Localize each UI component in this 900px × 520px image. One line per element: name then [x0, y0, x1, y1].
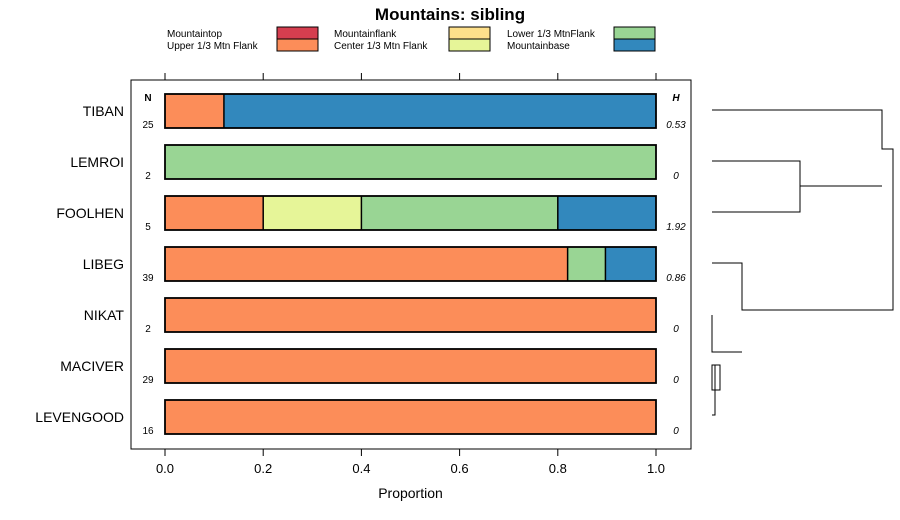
bar-segment-libeg-mountainbase: [605, 247, 656, 281]
dendrogram: [711, 109, 894, 416]
category-label-nikat: NIKAT: [84, 307, 125, 323]
h-value-tiban: 0.53: [666, 120, 686, 131]
n-value-levengood: 16: [142, 426, 154, 437]
legend-swatch-lower-1-3-mtnflank: [613, 26, 656, 40]
h-value-libeg: 0.86: [666, 273, 686, 284]
bar-outline-levengood: [164, 399, 657, 435]
bar-segment-nikat-upper-1-3-mtn-flank: [165, 298, 656, 332]
category-label-levengood: LEVENGOOD: [35, 409, 124, 425]
bar-outline-maciver: [164, 348, 657, 384]
legend-swatch-mountaintop: [276, 26, 319, 40]
x-axis-label: Proportion: [378, 485, 443, 501]
n-value-lemroi: 2: [145, 171, 151, 182]
h-value-nikat: 0: [673, 324, 679, 335]
n-value-libeg: 39: [142, 273, 154, 284]
bar-segment-libeg-lower-1-3-mtnflank: [567, 247, 606, 281]
bar-rows: TIBAN 25 0.53 LEMROI 2 0 FOOLHEN 5 1.92 LIBEG 39 0.…: [35, 93, 686, 437]
h-value-levengood: 0: [673, 426, 679, 437]
bar-outline-nikat: [164, 297, 657, 333]
legend-label-mountaintop: Mountaintop: [167, 29, 222, 40]
bar-outline-libeg: [164, 246, 657, 282]
legend-swatch-mountainbase: [613, 38, 656, 52]
category-label-tiban: TIBAN: [83, 103, 124, 119]
x-tick-label: 0.6: [451, 461, 469, 476]
category-label-lemroi: LEMROI: [70, 154, 124, 170]
bar-segment-tiban-upper-1-3-mtn-flank: [165, 94, 224, 128]
bar-segment-lemroi-lower-1-3-mtnflank: [165, 145, 656, 179]
bar-outline-lemroi: [164, 144, 657, 180]
n-value-nikat: 2: [145, 324, 151, 335]
h-value-foolhen: 1.92: [666, 222, 686, 233]
bar-segment-libeg-upper-1-3-mtn-flank: [165, 247, 568, 281]
bar-segment-foolhen-upper-1-3-mtn-flank: [165, 196, 264, 230]
category-label-maciver: MACIVER: [60, 358, 124, 374]
legend-label-mountainbase: Mountainbase: [507, 41, 570, 52]
x-tick-label: 0.8: [549, 461, 567, 476]
chart-title: Mountains: sibling: [375, 5, 525, 24]
bar-segment-foolhen-center-1-3-mtn-flank: [263, 196, 362, 230]
legend-swatch-upper-1-3-mtn-flank: [276, 38, 319, 52]
n-column-header: N: [144, 93, 151, 104]
x-tick-label: 1.0: [647, 461, 665, 476]
bar-segment-levengood-upper-1-3-mtn-flank: [165, 400, 656, 434]
category-label-foolhen: FOOLHEN: [56, 205, 124, 221]
bar-outline-tiban: [164, 93, 657, 129]
category-label-libeg: LIBEG: [83, 256, 124, 272]
n-value-foolhen: 5: [145, 222, 151, 233]
dendrogram-branch: [711, 109, 894, 416]
bar-segment-foolhen-mountainbase: [557, 196, 656, 230]
legend-label-mountainflank: Mountainflank: [334, 29, 397, 40]
h-value-maciver: 0: [673, 375, 679, 386]
bar-segment-foolhen-lower-1-3-mtnflank: [361, 196, 558, 230]
bar-segment-maciver-upper-1-3-mtn-flank: [165, 349, 656, 383]
bar-outline-foolhen: [164, 195, 657, 231]
legend-swatch-center-1-3-mtn-flank: [448, 38, 491, 52]
n-value-tiban: 25: [142, 120, 154, 131]
x-tick-label: 0.4: [352, 461, 370, 476]
legend-label-lower-1-3-mtnflank: Lower 1/3 MtnFlank: [507, 29, 596, 40]
legend-label-center-1-3-mtn-flank: Center 1/3 Mtn Flank: [334, 41, 428, 52]
bar-segment-tiban-mountainbase: [223, 94, 657, 128]
x-axis: 0.0 0.2 0.4 0.6 0.8 1.0: [156, 73, 665, 476]
h-value-lemroi: 0: [673, 171, 679, 182]
x-tick-label: 0.2: [254, 461, 272, 476]
legend-label-upper-1-3-mtn-flank: Upper 1/3 Mtn Flank: [167, 41, 259, 52]
legend-swatch-mountainflank: [448, 26, 491, 40]
plot-frame: [130, 79, 692, 450]
n-value-maciver: 29: [142, 375, 154, 386]
h-column-header: H: [672, 93, 680, 104]
x-tick-label: 0.0: [156, 461, 174, 476]
